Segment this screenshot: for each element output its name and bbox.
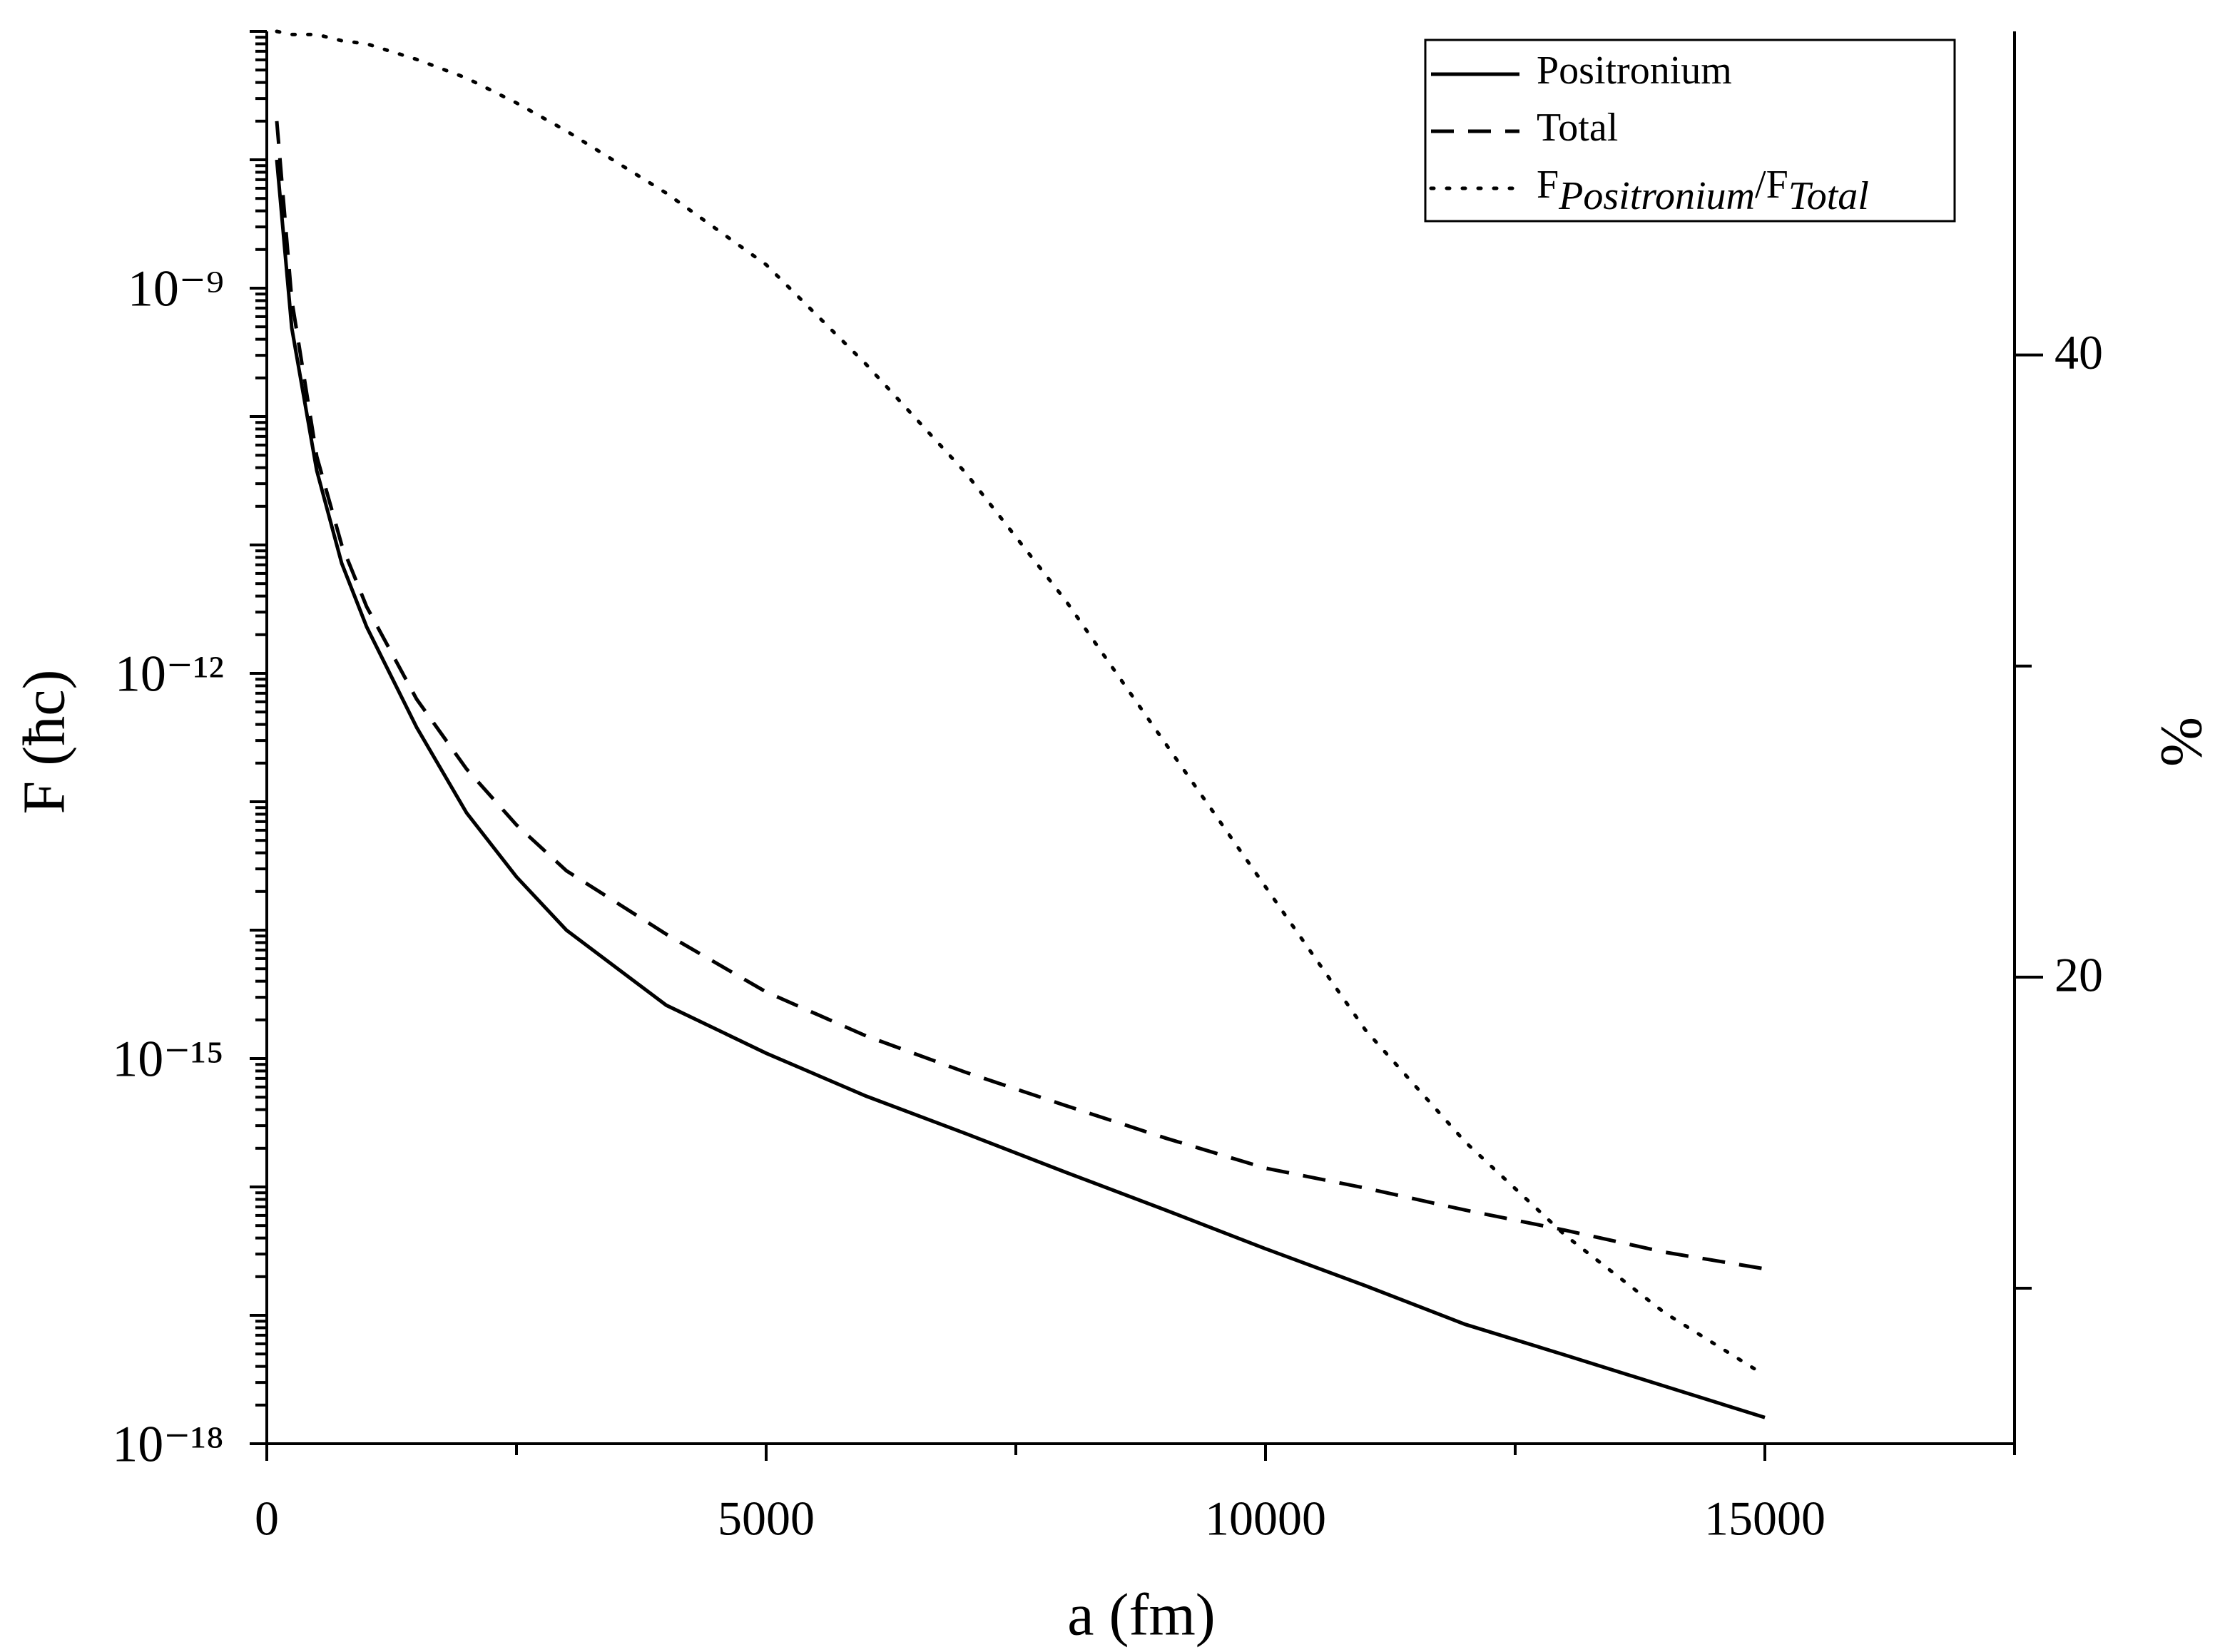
x-tick-label: 0: [255, 1492, 279, 1546]
y-tick-label: 10⁻¹⁵: [112, 1031, 224, 1088]
x-tick-label: 10000: [1205, 1492, 1326, 1546]
y2-tick-label: 40: [2054, 325, 2103, 379]
legend-label: Total: [1537, 106, 1618, 150]
y-tick-label: 10⁻⁹: [128, 260, 224, 317]
legend-label: Positronium: [1537, 49, 1732, 93]
y2-axis-title: %: [2149, 717, 2215, 767]
y-axis-title: F (ħc): [11, 670, 77, 815]
legend-label: FPositronium/FTotal: [1537, 163, 1869, 218]
series-line: [275, 159, 1766, 1419]
y-tick-label: 10⁻¹⁸: [112, 1416, 224, 1473]
series-line: [275, 121, 1766, 1271]
x-axis-title: a (fm): [1067, 1581, 1216, 1648]
x-tick-label: 15000: [1704, 1492, 1826, 1546]
x-tick-label: 5000: [718, 1492, 815, 1546]
series-line: [275, 29, 1767, 1377]
y-tick-label: 10⁻¹²: [115, 646, 224, 703]
y2-tick-label: 20: [2054, 947, 2103, 1001]
